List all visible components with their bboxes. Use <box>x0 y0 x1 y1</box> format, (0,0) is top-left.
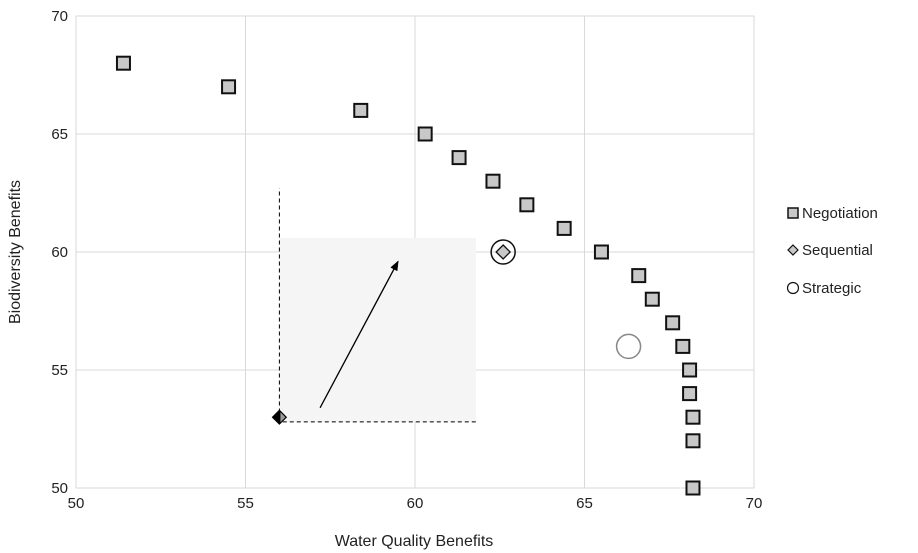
y-tick-label: 50 <box>51 480 68 497</box>
negotiation-point <box>682 362 698 378</box>
negotiation-point <box>353 102 369 118</box>
improvement-arrow <box>319 260 399 409</box>
negotiation-point <box>675 338 691 354</box>
strategic-point <box>615 333 642 360</box>
negotiation-point <box>519 197 535 213</box>
negotiation-point <box>556 220 572 236</box>
tick-layer: 50 55 60 65 70 50 55 60 65 70 <box>51 8 762 512</box>
start-point-diamond <box>271 409 288 425</box>
start-point-highlight <box>280 412 286 423</box>
shaded-region <box>279 237 477 422</box>
legend-marker-negotiation <box>787 207 799 219</box>
annotation-layer <box>278 188 477 423</box>
negotiation-point <box>685 409 701 425</box>
negotiation-point <box>685 480 701 496</box>
legend-label-negotiation: Negotiation <box>802 205 878 222</box>
x-tick-label: 65 <box>576 495 593 512</box>
negotiation-point <box>593 244 609 260</box>
negotiation-point <box>417 126 433 142</box>
plot-frame <box>75 15 755 489</box>
legend-label-strategic: Strategic <box>802 280 862 297</box>
negotiation-point <box>631 268 647 284</box>
legend: Negotiation Sequential Strategic <box>786 205 878 297</box>
grid-layer <box>75 15 755 489</box>
x-tick-label: 50 <box>68 495 85 512</box>
point-layer <box>115 55 701 496</box>
legend-marker-sequential <box>787 244 799 256</box>
x-axis-title: Water Quality Benefits <box>335 533 494 550</box>
y-tick-label: 70 <box>51 8 68 25</box>
y-tick-label: 60 <box>51 244 68 261</box>
negotiation-point <box>451 150 467 166</box>
negotiation-point <box>221 79 237 95</box>
x-tick-label: 55 <box>237 495 254 512</box>
x-tick-label: 60 <box>407 495 424 512</box>
negotiation-point <box>685 433 701 449</box>
y-tick-label: 55 <box>51 362 68 379</box>
negotiation-point <box>644 291 660 307</box>
strategic-point <box>490 239 516 265</box>
negotiation-point <box>115 55 131 71</box>
negotiation-point <box>682 386 698 402</box>
negotiation-point <box>485 173 501 189</box>
negotiation-point <box>665 315 681 331</box>
y-axis-title: Biodiversity Benefits <box>7 180 24 324</box>
legend-label-sequential: Sequential <box>802 242 873 259</box>
legend-marker-strategic <box>786 281 800 295</box>
y-tick-label: 65 <box>51 126 68 143</box>
sequential-point <box>495 244 512 260</box>
x-tick-label: 70 <box>746 495 763 512</box>
